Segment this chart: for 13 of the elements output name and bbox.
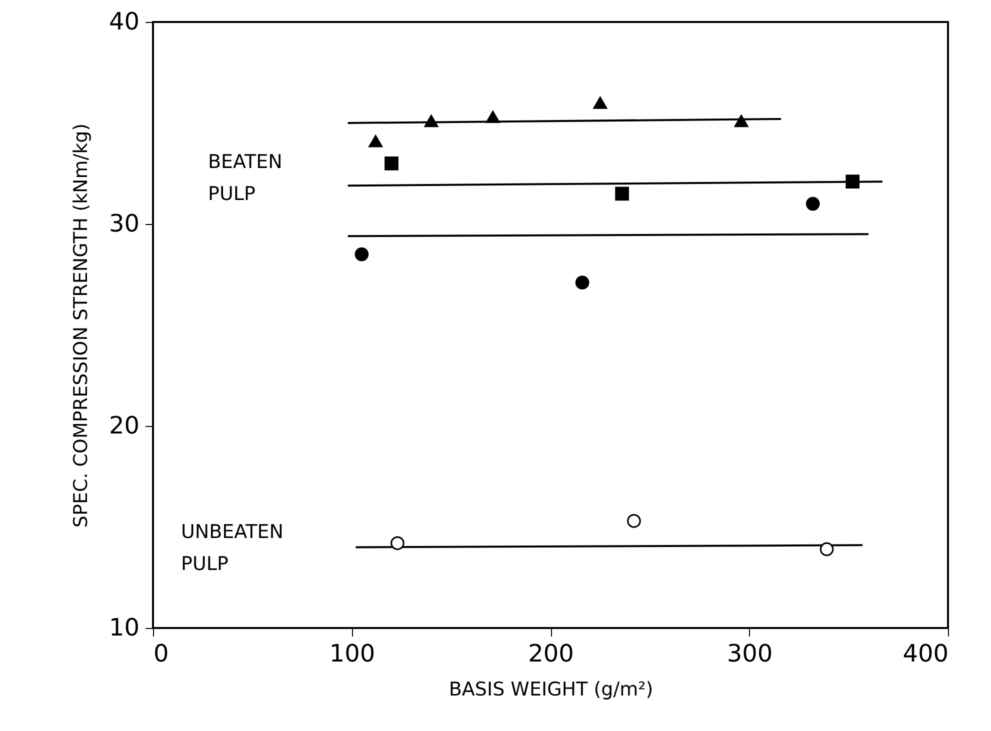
- x-tick-label: 100: [329, 640, 376, 668]
- y-axis-title: SPEC. COMPRESSION STRENGTH (kNm/kg): [70, 123, 92, 528]
- x-axis-title: BASIS WEIGHT (g/m²): [448, 678, 654, 700]
- x-tick-label: 200: [528, 640, 574, 668]
- x-tick-label: 300: [726, 640, 773, 668]
- annotation: UNBEATEN PULP: [181, 521, 284, 575]
- y-tick-label: 30: [108, 210, 140, 238]
- x-tick-label: 400: [902, 640, 948, 668]
- y-tick-label: 20: [108, 412, 140, 440]
- y-tick-label: 40: [108, 8, 140, 36]
- annotation: BEATEN PULP: [208, 151, 282, 205]
- x-tick-label: 0: [154, 640, 169, 668]
- y-tick-label: 10: [108, 614, 140, 642]
